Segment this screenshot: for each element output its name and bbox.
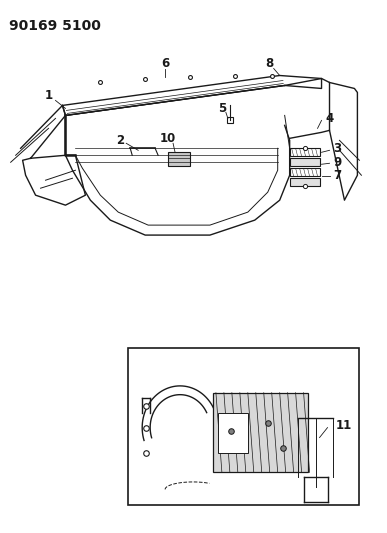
- Text: 8: 8: [265, 57, 274, 70]
- Bar: [289, 158, 320, 166]
- Bar: [128, 348, 360, 505]
- Text: 10: 10: [160, 132, 176, 145]
- Bar: [289, 168, 320, 176]
- Text: 7: 7: [334, 169, 342, 182]
- Bar: [213, 393, 308, 472]
- Bar: [289, 178, 320, 186]
- Text: 6: 6: [161, 57, 169, 70]
- Text: 1: 1: [45, 89, 53, 102]
- Text: 3: 3: [334, 142, 342, 155]
- Bar: [218, 413, 248, 453]
- Text: 9: 9: [333, 156, 342, 169]
- Bar: [289, 148, 320, 156]
- Text: 11: 11: [336, 419, 352, 432]
- Bar: [168, 152, 190, 166]
- Text: 4: 4: [325, 112, 334, 125]
- Text: 2: 2: [116, 134, 124, 147]
- Text: 5: 5: [218, 102, 226, 115]
- Text: 90169 5100: 90169 5100: [9, 19, 101, 33]
